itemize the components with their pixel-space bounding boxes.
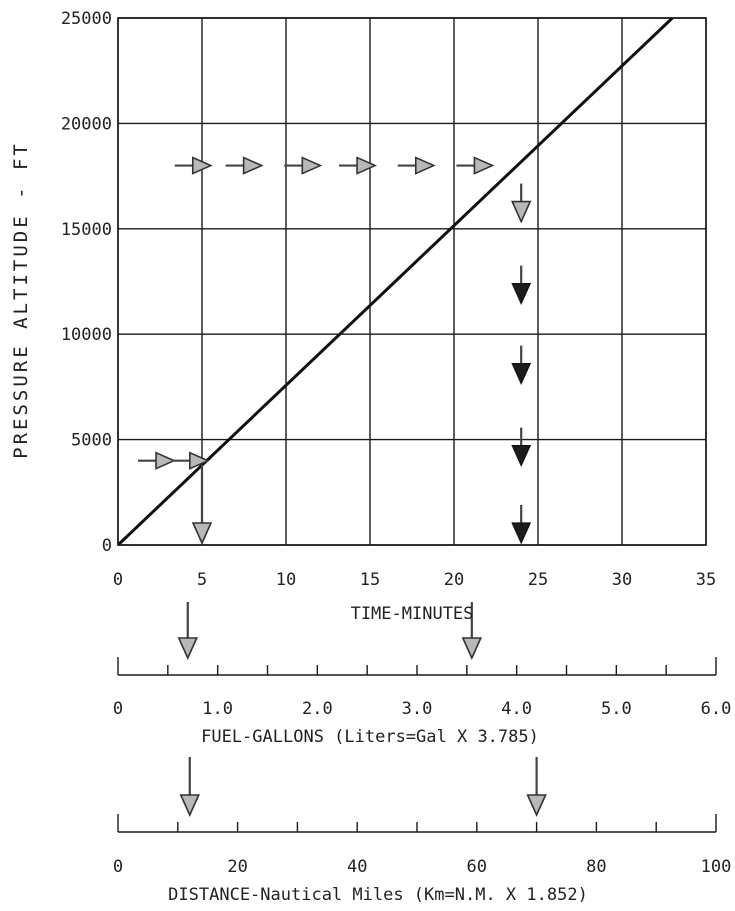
time-arrow (511, 282, 532, 306)
x-tick-labels: 0 5 10 15 20 25 30 35 (113, 570, 716, 590)
y-axis-label: PRESSURE ALTITUDE - FT (10, 141, 32, 459)
example-arrows (138, 156, 547, 817)
time-arrow (510, 200, 532, 224)
fuel-tick-label: 6.0 (701, 699, 732, 719)
time-arrow (191, 522, 213, 545)
distance-tick-label: 40 (347, 857, 367, 877)
fuel-tick-label: 4.0 (501, 699, 532, 719)
fuel-tick-label: 0 (113, 699, 123, 719)
x-tick-label: 30 (612, 570, 632, 590)
time-arrow (511, 362, 532, 386)
x-tick-label: 15 (360, 570, 380, 590)
y-tick-label: 0 (102, 536, 112, 556)
altitude-arrow (191, 156, 213, 175)
altitude-arrow (414, 156, 436, 175)
x-tick-label: 0 (113, 570, 123, 590)
fuel-tick-label: 3.0 (402, 699, 433, 719)
y-tick-label: 15000 (61, 220, 112, 240)
time-arrow (511, 522, 532, 545)
x-tick-label: 10 (276, 570, 296, 590)
y-tick-label: 25000 (61, 9, 112, 29)
x-tick-label: 20 (444, 570, 464, 590)
x-tick-label: 5 (197, 570, 207, 590)
distance-scale: 0 20 40 60 80 100 (113, 814, 731, 877)
x-tick-label: 35 (696, 570, 716, 590)
y-tick-label: 10000 (61, 325, 112, 345)
fuel-tick-label: 2.0 (302, 699, 333, 719)
altitude-arrow (189, 451, 210, 470)
fuel-scale-label: FUEL-GALLONS (Liters=Gal X 3.785) (201, 727, 539, 747)
y-tick-label: 5000 (71, 431, 112, 451)
fuel-arrow (177, 637, 199, 660)
altitude-arrow (356, 156, 378, 175)
distance-tick-label: 0 (113, 857, 123, 877)
distance-tick-label: 20 (227, 857, 247, 877)
distance-scale-label: DISTANCE-Nautical Miles (Km=N.M. X 1.852… (168, 885, 588, 905)
y-tick-label: 20000 (61, 114, 112, 134)
time-arrow (511, 444, 532, 468)
plot-frame (117, 17, 707, 546)
fuel-tick-label: 5.0 (601, 699, 632, 719)
distance-tick-label: 80 (586, 857, 606, 877)
fuel-arrow (461, 637, 483, 660)
x-tick-label: 25 (528, 570, 548, 590)
altitude-arrow (473, 156, 495, 175)
distance-tick-label: 60 (467, 857, 487, 877)
fuel-tick-label: 1.0 (202, 699, 233, 719)
altitude-arrow (155, 451, 176, 470)
grid-lines (117, 17, 707, 546)
fuel-scale: 0 1.0 2.0 3.0 4.0 5.0 6.0 (113, 657, 731, 719)
altitude-arrow (242, 156, 264, 175)
altitude-arrow (301, 156, 323, 175)
climb-line (116, 16, 674, 547)
distance-tick-label: 100 (701, 857, 732, 877)
x-axis-label: TIME-MINUTES (351, 604, 474, 624)
series-layer (116, 16, 674, 547)
distance-arrow (179, 794, 200, 817)
distance-arrow (526, 794, 547, 817)
y-tick-labels: 0 5000 10000 15000 20000 25000 (61, 9, 112, 556)
